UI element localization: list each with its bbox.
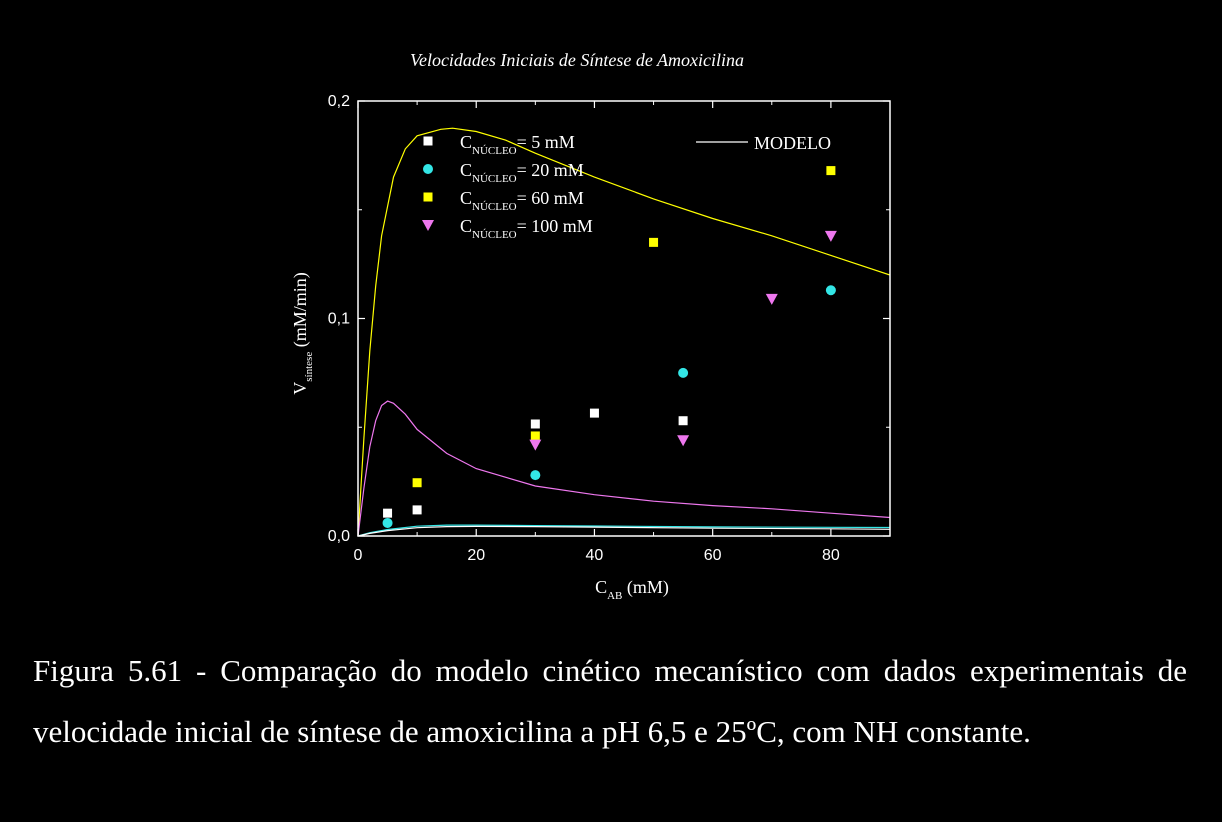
legend-marker [423, 192, 433, 202]
x-axis-label-sub: AB [607, 590, 622, 602]
y-axis-label: Vsíntese (mM/min) [290, 272, 315, 394]
legend-label: CNÚCLEO= 100 mM [460, 216, 593, 241]
x-tick-label: 20 [467, 547, 485, 564]
legend-label-main: C [460, 132, 472, 152]
legend-label-rest: = 20 mM [517, 160, 584, 180]
x-tick-label: 60 [704, 547, 722, 564]
legend-label-sub: NÚCLEO [472, 173, 517, 185]
legend-label-sub: NÚCLEO [472, 201, 517, 213]
legend-model-label: MODELO [754, 133, 831, 153]
model-curve-3 [357, 524, 891, 537]
x-axis-label: CAB (mM) [595, 577, 669, 602]
data-point-series-3 [412, 478, 422, 488]
legend-label: CNÚCLEO= 20 mM [460, 160, 584, 185]
data-point-series-1 [530, 419, 540, 429]
legend-label: CNÚCLEO= 5 mM [460, 132, 575, 157]
data-point-series-4 [677, 435, 690, 447]
model-curve-2 [357, 400, 891, 537]
data-point-series-3 [826, 166, 836, 176]
legend-label-sub: NÚCLEO [472, 145, 517, 157]
data-point-series-4 [765, 293, 778, 305]
data-point-series-1 [412, 505, 422, 515]
legend-label-main: C [460, 160, 472, 180]
y-axis-label-main: V [290, 382, 310, 395]
legend-label-rest: = 60 mM [517, 188, 584, 208]
data-point-series-1 [678, 416, 688, 426]
x-axis-label-main: C [595, 577, 607, 597]
y-tick-label: 0,2 [328, 93, 350, 110]
chart-title: Velocidades Iniciais de Síntese de Amoxi… [409, 50, 745, 70]
data-point-series-2 [530, 470, 541, 481]
y-axis-label-unit: (mM/min) [290, 272, 311, 352]
x-tick-label: 0 [354, 547, 363, 564]
legend-label: CNÚCLEO= 60 mM [460, 188, 584, 213]
model-curve-4 [357, 525, 891, 537]
data-point-series-4 [824, 230, 837, 242]
y-tick-label: 0,0 [328, 528, 350, 545]
figure-caption: Figura 5.61 - Comparação do modelo cinét… [33, 653, 1187, 749]
data-point-series-4 [529, 439, 542, 451]
legend-marker [423, 164, 433, 174]
data-point-series-3 [530, 431, 540, 441]
y-axis-label-sub: síntese [303, 352, 315, 382]
data-point-series-2 [825, 285, 836, 296]
data-point-series-1 [383, 508, 393, 518]
legend-label-rest: = 5 mM [517, 132, 575, 152]
legend-label-main: C [460, 216, 472, 236]
x-tick-label: 40 [586, 547, 604, 564]
legend-marker [422, 220, 434, 231]
legend-label-main: C [460, 188, 472, 208]
y-tick-label: 0,1 [328, 311, 350, 328]
model-curve-1 [357, 127, 891, 537]
x-tick-label: 80 [822, 547, 840, 564]
data-point-series-2 [678, 367, 689, 378]
data-point-series-2 [382, 517, 393, 528]
axes-frame [357, 100, 891, 537]
legend-marker [423, 136, 433, 146]
legend-label-sub: NÚCLEO [472, 229, 517, 241]
data-point-series-3 [649, 237, 659, 247]
x-axis-label-unit: (mM) [622, 577, 669, 598]
data-point-series-1 [589, 408, 599, 418]
legend-label-rest: = 100 mM [517, 216, 593, 236]
